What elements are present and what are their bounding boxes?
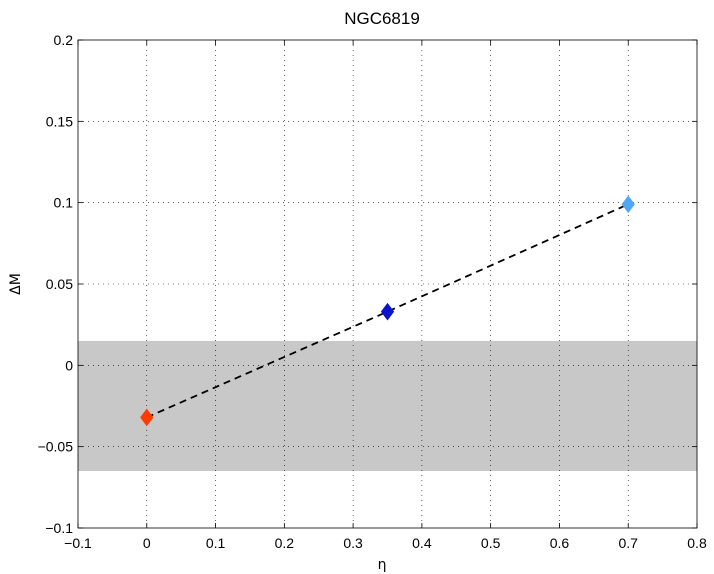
y-tick-label: −0.1 xyxy=(45,520,73,536)
y-tick-label: 0.05 xyxy=(46,276,73,292)
x-tick-label: 0.5 xyxy=(481,535,501,551)
x-axis-title: η xyxy=(378,557,387,573)
data-point-diamond xyxy=(621,195,635,214)
shaded-band xyxy=(78,340,697,472)
y-tick-label: −0.05 xyxy=(38,439,74,455)
shaded-band-layer xyxy=(78,340,697,472)
y-axis-title: ΔM xyxy=(8,273,24,295)
x-tick-label: 0.6 xyxy=(550,535,570,551)
x-tick-label: −0.1 xyxy=(64,535,92,551)
x-axis-ticks: −0.1 0 0.1 0.2 0.3 0.4 0.5 0.6 0.7 0.8 xyxy=(64,40,707,551)
x-tick-label: 0.3 xyxy=(343,535,363,551)
data-points-layer xyxy=(140,195,635,427)
dashed-trend-line xyxy=(146,203,629,419)
y-tick-label: 0.15 xyxy=(46,113,73,129)
data-point-diamond xyxy=(140,408,154,427)
x-tick-label: 0.4 xyxy=(412,535,432,551)
trend-line-layer xyxy=(146,203,629,419)
y-tick-label: 0 xyxy=(65,357,73,373)
x-tick-label: 0.1 xyxy=(206,535,226,551)
y-tick-label: 0.2 xyxy=(54,32,74,48)
y-axis-ticks: −0.1 −0.05 0 0.05 0.1 0.15 0.2 xyxy=(38,32,697,536)
y-tick-label: 0.1 xyxy=(54,195,74,211)
data-point-diamond xyxy=(380,302,395,321)
x-tick-label: 0 xyxy=(143,535,151,551)
x-tick-label: 0.2 xyxy=(275,535,295,551)
chart-title: NGC6819 xyxy=(344,9,420,28)
x-tick-label: 0.8 xyxy=(687,535,707,551)
x-tick-label: 0.7 xyxy=(618,535,638,551)
grid-layer xyxy=(78,40,697,528)
